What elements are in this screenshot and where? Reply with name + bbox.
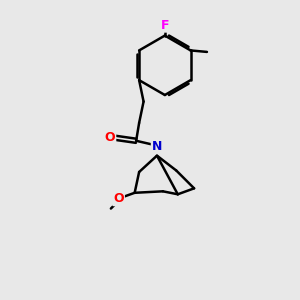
Text: N: N [152, 140, 162, 153]
Text: O: O [113, 192, 124, 205]
Text: F: F [160, 19, 169, 32]
Text: O: O [105, 131, 115, 144]
